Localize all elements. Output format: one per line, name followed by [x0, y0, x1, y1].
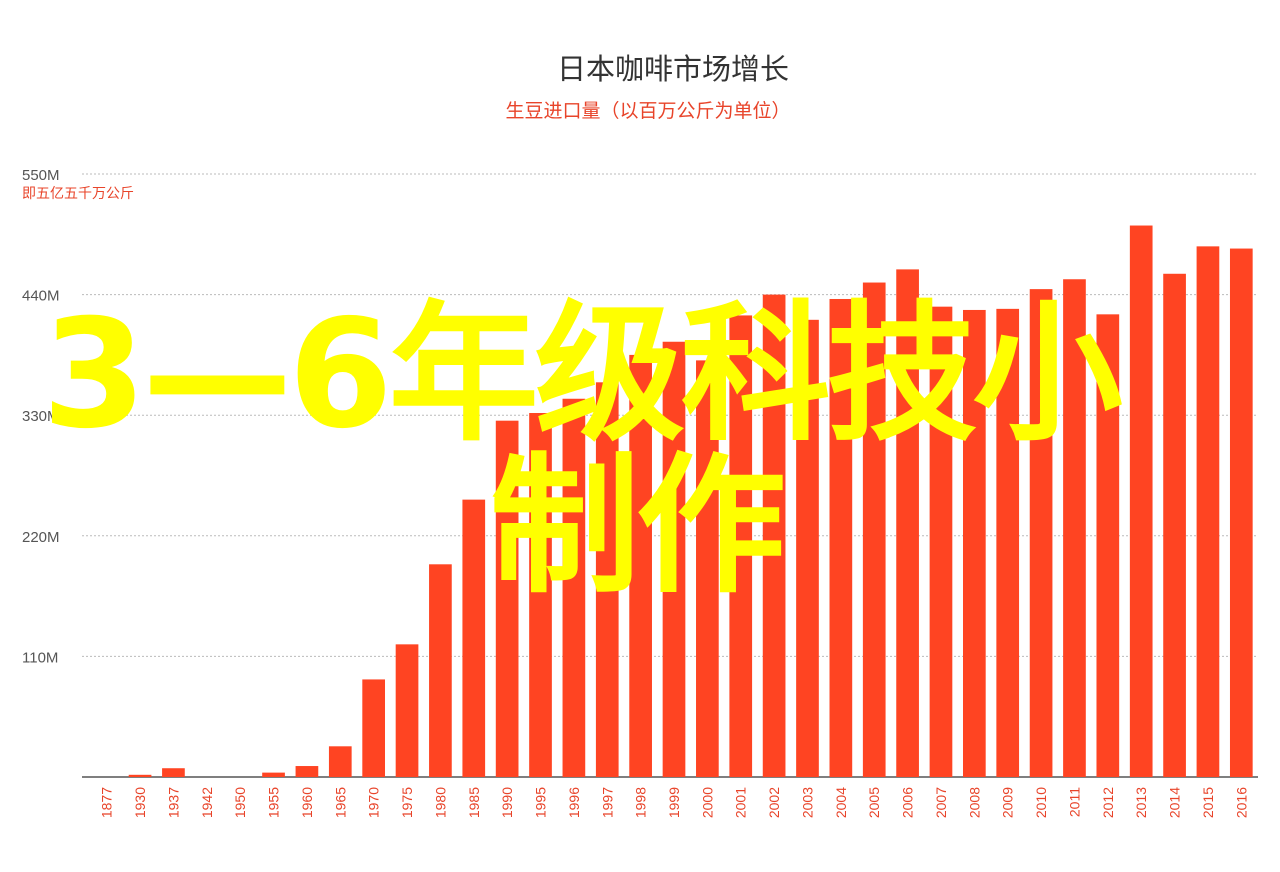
x-tick-label: 1996 — [566, 787, 582, 818]
x-tick-label: 1995 — [533, 787, 549, 818]
bar — [362, 679, 386, 777]
x-tick-label: 1980 — [432, 787, 448, 818]
x-tick-label: 1985 — [466, 787, 482, 818]
x-tick-label: 2016 — [1233, 787, 1249, 818]
x-tick-label: 2000 — [699, 787, 715, 818]
bar — [562, 398, 586, 777]
bar — [729, 315, 753, 777]
x-tick-label: 1937 — [165, 787, 181, 818]
bar — [862, 282, 886, 777]
bar — [996, 308, 1020, 777]
x-tick-label: 1950 — [232, 787, 248, 818]
bar — [796, 319, 819, 777]
bar — [462, 499, 486, 777]
bar — [262, 772, 285, 777]
x-tick-label: 1997 — [599, 787, 615, 818]
chart-title: 日本咖啡市场增长 — [556, 52, 789, 86]
x-tick-label: 1975 — [399, 787, 415, 818]
bar — [929, 306, 953, 777]
y-tick-label: 330M — [22, 408, 60, 425]
bar — [762, 294, 786, 777]
bar — [962, 309, 986, 777]
x-tick-label: 2013 — [1133, 787, 1149, 818]
bar — [429, 564, 452, 777]
bar — [1096, 314, 1120, 777]
y-tick-label: 220M — [22, 529, 60, 546]
x-tick-label: 2001 — [733, 787, 749, 818]
x-tick-label: 2012 — [1100, 787, 1116, 818]
x-tick-label: 2002 — [766, 787, 782, 818]
bar — [629, 354, 652, 777]
chart-subtitle: 生豆进口量（以百万公斤为单位） — [505, 100, 791, 122]
bar — [1029, 289, 1053, 777]
x-tick-label: 2003 — [799, 787, 815, 818]
bar — [128, 774, 152, 777]
x-tick-label: 2007 — [933, 787, 949, 818]
x-tick-label: 2004 — [833, 787, 849, 818]
x-tick-label: 2009 — [1000, 787, 1016, 818]
x-tick-label: 2008 — [966, 787, 982, 818]
x-tick-label: 1955 — [266, 787, 282, 818]
bar — [595, 382, 619, 777]
x-tick-label: 1930 — [132, 787, 148, 818]
x-tick-label: 1965 — [332, 787, 348, 818]
bar — [529, 413, 552, 777]
bar — [295, 766, 319, 777]
x-tick-label: 1990 — [499, 787, 515, 818]
x-tick-label: 1970 — [366, 787, 382, 818]
bar — [328, 746, 352, 777]
x-tick-label: 1877 — [99, 787, 115, 818]
x-tick-label: 1960 — [299, 787, 315, 818]
x-tick-label: 2011 — [1066, 787, 1082, 817]
bar — [896, 269, 919, 777]
bar — [696, 360, 719, 777]
bar — [662, 341, 686, 777]
x-tick-label: 2014 — [1167, 787, 1183, 818]
bar — [162, 768, 185, 777]
x-tick-label: 2005 — [866, 787, 882, 818]
x-tick-label: 1999 — [666, 787, 682, 818]
bar — [1196, 246, 1220, 778]
bar — [1063, 279, 1086, 777]
x-tick-label: 1998 — [633, 787, 649, 818]
x-tick-label: 2006 — [900, 787, 916, 818]
bar — [495, 420, 519, 777]
x-tick-label: 2015 — [1200, 787, 1216, 818]
bar — [1163, 273, 1186, 777]
x-tick-label: 1942 — [199, 787, 215, 818]
y-tick-label: 550M — [22, 167, 60, 184]
y-unit-note: 即五亿五千万公斤 — [22, 186, 134, 202]
bar — [829, 298, 853, 777]
bar — [1129, 225, 1153, 777]
y-tick-label: 440M — [22, 288, 60, 305]
y-tick-label: 110M — [22, 649, 58, 666]
bar — [395, 644, 419, 777]
x-tick-label: 2010 — [1033, 787, 1049, 818]
bar — [1229, 248, 1253, 777]
